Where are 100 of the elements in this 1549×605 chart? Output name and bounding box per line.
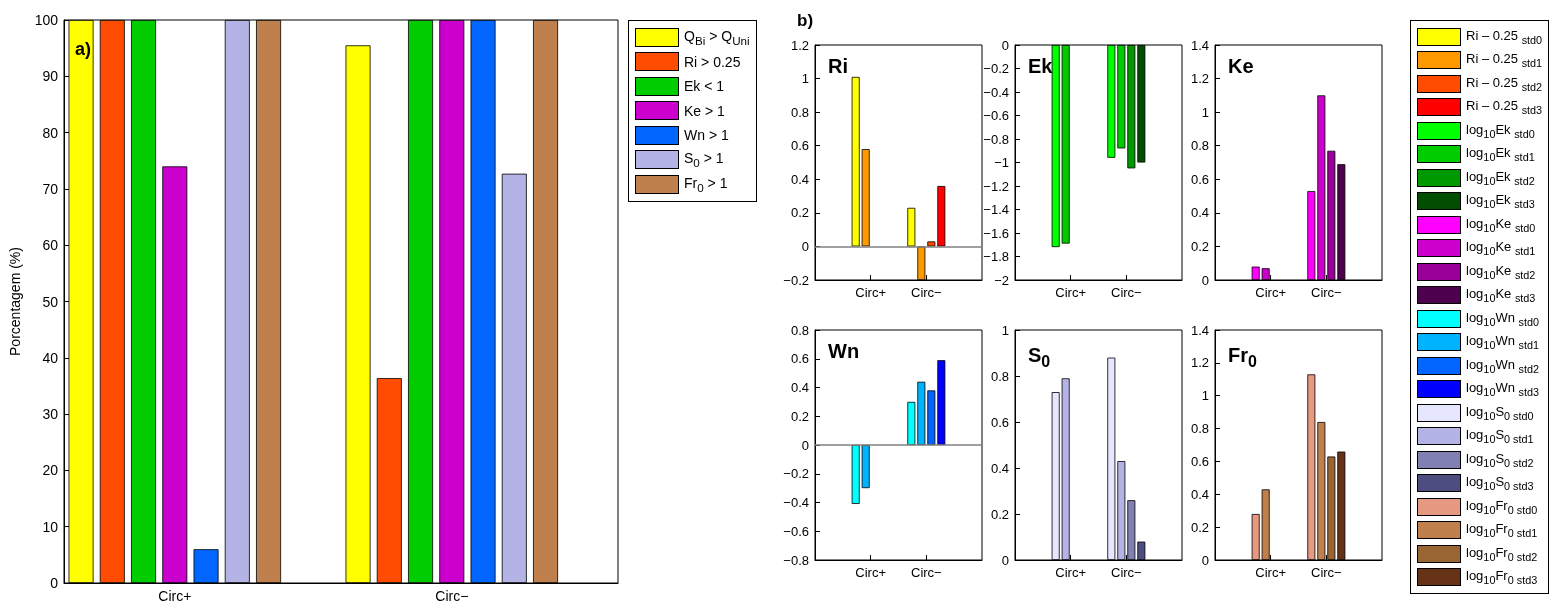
y-tick-label: 90 bbox=[42, 68, 59, 85]
y-tick-label: 0.8 bbox=[790, 322, 809, 338]
y-tick-label: 0.4 bbox=[790, 171, 809, 187]
legend-label: log$_{10}$Wn $_{std1}$ bbox=[1466, 333, 1539, 352]
y-tick-label: 50 bbox=[42, 293, 59, 310]
legend-label: Fr$_{0}$ > 1 bbox=[684, 174, 728, 194]
y-tick-label: 10 bbox=[42, 518, 59, 535]
legend-label: log$_{10}$Ek $_{std1}$ bbox=[1466, 145, 1535, 164]
y-tick-label: −2 bbox=[994, 272, 1009, 288]
y-tick-label: 20 bbox=[42, 462, 59, 479]
x-tick-label: Circ− bbox=[910, 285, 942, 300]
y-tick-label: 0.4 bbox=[790, 380, 809, 395]
x-tick-label: Circ+ bbox=[855, 285, 887, 300]
x-tick-label: Circ+ bbox=[158, 588, 192, 604]
text: Ek bbox=[1028, 55, 1054, 77]
y-tick-label: 0.6 bbox=[790, 351, 809, 367]
y-tick-label: 0 bbox=[801, 238, 809, 254]
y-tick-label: 0.8 bbox=[1190, 421, 1209, 437]
y-tick-label: 0.6 bbox=[1190, 453, 1209, 469]
text: Wn bbox=[828, 340, 860, 362]
x-tick-label: Circ+ bbox=[1255, 285, 1287, 300]
legend-label: log$_{10}$Wn $_{std2}$ bbox=[1466, 356, 1539, 375]
text: Ke bbox=[1228, 55, 1254, 77]
legend-label: log$_{10}$Fr$_{0 std1}$ bbox=[1466, 521, 1538, 540]
legend-label: log$_{10}$Ke $_{std1}$ bbox=[1466, 239, 1536, 258]
y-tick-label: −0.4 bbox=[783, 495, 809, 510]
x-tick-label: Circ− bbox=[1110, 285, 1142, 300]
legend-label: log$_{10}$S$_{0 std3}$ bbox=[1466, 474, 1534, 493]
y-tick-label: 1.2 bbox=[790, 37, 809, 53]
x-tick-label: Circ+ bbox=[1055, 565, 1087, 580]
legend-label: log$_{10}$Wn $_{std3}$ bbox=[1466, 380, 1539, 399]
legend-label: log$_{10}$S$_{0 std2}$ bbox=[1466, 450, 1534, 469]
y-tick-label: 1 bbox=[801, 71, 809, 87]
legend-label: S$_{0}$ > 1 bbox=[684, 150, 724, 170]
legend-label: Ri – 0.25 $_{std1}$ bbox=[1466, 51, 1543, 70]
legend-label: log$_{10}$Ke $_{std2}$ bbox=[1466, 262, 1536, 281]
y-tick-label: 1.2 bbox=[1190, 355, 1209, 371]
y-tick-label: 0.8 bbox=[1190, 138, 1209, 154]
y-tick-label: 0 bbox=[1201, 552, 1209, 568]
y-tick-label: −1.4 bbox=[983, 202, 1009, 217]
y-tick-label: 80 bbox=[42, 124, 59, 141]
x-tick-label: Circ− bbox=[435, 588, 469, 604]
x-tick-label: Circ− bbox=[910, 565, 942, 580]
legend-label: Ri – 0.25 $_{std3}$ bbox=[1466, 98, 1543, 117]
y-axis-title: Porcentagem (%) bbox=[7, 247, 23, 356]
legend-label: log$_{10}$Ek $_{std2}$ bbox=[1466, 168, 1535, 187]
y-tick-label: −1.2 bbox=[983, 178, 1009, 194]
y-tick-label: 100 bbox=[34, 12, 59, 28]
y-tick-label: 0.4 bbox=[990, 460, 1009, 476]
legend-label: log$_{10}$Fr$_{0 std3}$ bbox=[1466, 568, 1538, 587]
y-tick-label: −0.8 bbox=[783, 552, 809, 568]
y-tick-label: −0.4 bbox=[983, 84, 1009, 100]
legend-label: log$_{10}$S$_{0 std0}$ bbox=[1466, 403, 1534, 422]
text: b) bbox=[797, 11, 814, 30]
y-tick-label: 1 bbox=[1201, 388, 1209, 404]
y-tick-label: 1 bbox=[1201, 104, 1209, 120]
y-tick-label: 0 bbox=[801, 437, 809, 453]
y-tick-label: 0 bbox=[1001, 552, 1009, 568]
y-tick-label: 0.6 bbox=[1190, 171, 1209, 187]
bar bbox=[907, 207, 916, 247]
y-tick-label: 0.4 bbox=[1190, 205, 1209, 221]
y-tick-label: 0.8 bbox=[990, 368, 1009, 384]
legend-label: log$_{10}$S$_{0 std1}$ bbox=[1466, 427, 1534, 446]
legend-label: log$_{10}$Fr$_{0 std2}$ bbox=[1466, 544, 1538, 563]
y-tick-label: 0 bbox=[1001, 37, 1009, 53]
y-tick-label: 0.4 bbox=[1190, 486, 1209, 502]
y-tick-label: 1 bbox=[1001, 322, 1009, 338]
y-tick-label: 0.2 bbox=[790, 205, 809, 221]
y-tick-label: −0.6 bbox=[983, 108, 1009, 123]
y-tick-label: 1.2 bbox=[1190, 71, 1209, 87]
y-tick-label: 0.2 bbox=[1190, 238, 1209, 254]
y-tick-label: −1 bbox=[994, 155, 1009, 170]
y-tick-label: 70 bbox=[42, 180, 59, 197]
x-tick-label: Circ+ bbox=[855, 565, 887, 580]
legend-label: Ri – 0.25 $_{std2}$ bbox=[1466, 74, 1543, 93]
legend-label: log$_{10}$Ek $_{std0}$ bbox=[1466, 121, 1535, 140]
legend-label: log$_{10}$Ke $_{std3}$ bbox=[1466, 286, 1536, 305]
y-tick-label: 0.2 bbox=[1190, 519, 1209, 535]
y-tick-label: 0.6 bbox=[990, 414, 1009, 430]
legend-label: Ri – 0.25 $_{std0}$ bbox=[1466, 27, 1543, 46]
y-tick-label: 0.6 bbox=[790, 138, 809, 154]
y-tick-label: 0.8 bbox=[790, 104, 809, 120]
legend-label: Wn > 1 bbox=[684, 127, 729, 144]
x-tick-label: Circ− bbox=[1110, 565, 1142, 580]
y-tick-label: −0.2 bbox=[783, 466, 809, 482]
y-tick-label: −1.8 bbox=[983, 249, 1009, 264]
annotation: a) bbox=[75, 39, 92, 59]
y-tick-label: 40 bbox=[42, 349, 59, 366]
x-tick-label: Circ+ bbox=[1255, 565, 1287, 580]
legend-label: log$_{10}$Ek $_{std3}$ bbox=[1466, 192, 1535, 211]
y-tick-label: 1.4 bbox=[1190, 37, 1209, 53]
y-tick-label: 60 bbox=[42, 237, 59, 254]
y-tick-label: −1.6 bbox=[983, 225, 1009, 241]
y-tick-label: −0.2 bbox=[783, 272, 809, 288]
x-tick-label: Circ+ bbox=[1055, 285, 1087, 300]
y-tick-label: −0.2 bbox=[983, 61, 1009, 76]
y-tick-label: 0.2 bbox=[990, 506, 1009, 522]
y-tick-label: −0.6 bbox=[783, 523, 809, 539]
y-tick-label: −0.8 bbox=[983, 131, 1009, 147]
legend-label: Ke > 1 bbox=[684, 102, 725, 119]
